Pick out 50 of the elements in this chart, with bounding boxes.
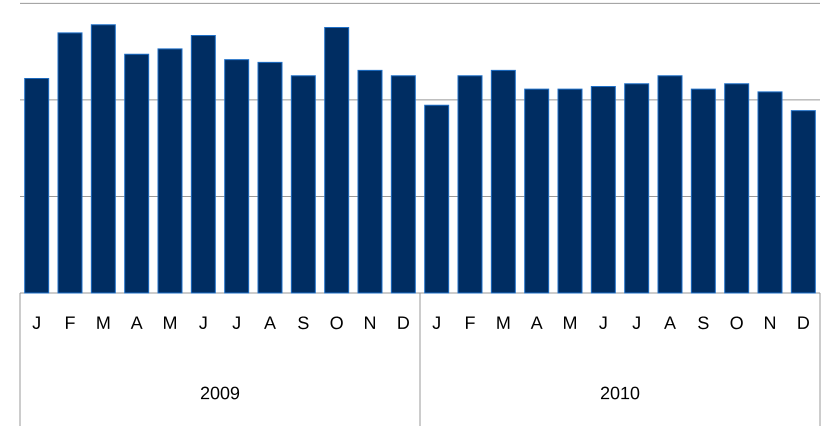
x-tick-label: J bbox=[632, 316, 640, 330]
bar bbox=[424, 104, 450, 294]
x-tick-label: A bbox=[530, 316, 543, 329]
bar bbox=[758, 91, 783, 294]
bar bbox=[24, 78, 50, 294]
bar bbox=[190, 35, 216, 294]
x-tick-label: M bbox=[97, 316, 110, 329]
bar bbox=[358, 70, 383, 294]
bar bbox=[690, 88, 716, 294]
x-tick-label: M bbox=[497, 316, 510, 329]
x-tick-label: A bbox=[130, 316, 143, 329]
x-tick-label: N bbox=[765, 316, 776, 329]
x-tick-label: S bbox=[698, 316, 708, 330]
bar bbox=[558, 88, 583, 294]
bar bbox=[458, 75, 483, 294]
bar bbox=[658, 75, 683, 294]
x-tick-label: J bbox=[199, 316, 206, 330]
bar bbox=[624, 83, 650, 294]
bar bbox=[490, 70, 516, 294]
x-tick-label: A bbox=[264, 316, 276, 329]
bar bbox=[324, 26, 350, 294]
x-tick-label: J bbox=[599, 316, 606, 330]
bar bbox=[524, 88, 550, 294]
text: 2009 bbox=[200, 386, 240, 400]
x-tick-label: O bbox=[730, 316, 743, 330]
x-tick-label: M bbox=[564, 316, 576, 329]
x-tick-label: J bbox=[232, 316, 240, 330]
x-tick-label: N bbox=[364, 316, 376, 329]
bar bbox=[790, 110, 816, 294]
x-tick-label: D bbox=[798, 316, 809, 329]
x-tick-label: S bbox=[298, 316, 308, 330]
bar bbox=[724, 83, 750, 294]
bar bbox=[90, 24, 116, 294]
text: 2010 bbox=[600, 386, 640, 400]
bar bbox=[158, 48, 182, 294]
bar bbox=[58, 32, 82, 294]
bar bbox=[390, 75, 416, 294]
bar bbox=[258, 62, 283, 294]
x-tick-label: A bbox=[664, 316, 676, 329]
x-tick-label: F bbox=[66, 316, 75, 329]
x-tick-label: M bbox=[164, 316, 176, 329]
bar bbox=[124, 54, 150, 294]
x-tick-label: D bbox=[398, 316, 409, 329]
x-tick-label: O bbox=[330, 316, 343, 330]
bar bbox=[290, 75, 316, 294]
bar bbox=[224, 59, 250, 294]
x-tick-label: F bbox=[466, 316, 475, 329]
bar bbox=[590, 86, 616, 294]
x-tick-label: J bbox=[32, 316, 40, 330]
x-tick-label: J bbox=[432, 316, 440, 330]
